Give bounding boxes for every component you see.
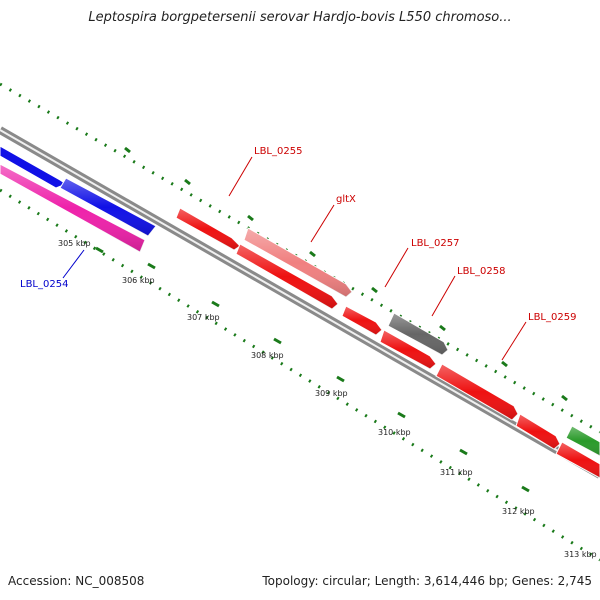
- gene-arrow-gltx[interactable]: [243, 227, 353, 298]
- gene-label-lbl-0259[interactable]: LBL_0259: [528, 312, 576, 323]
- gene-arrow-lbl-0255[interactable]: [175, 207, 241, 251]
- gene-label-lbl-0255[interactable]: LBL_0255: [254, 146, 302, 157]
- gene-arrow-green[interactable]: [565, 425, 600, 457]
- gene-arrow-lbl-0254[interactable]: [0, 145, 157, 237]
- gene-arrow-magenta[interactable]: [0, 163, 146, 253]
- backbone: [0, 126, 600, 479]
- tick-label: 312 kbp: [502, 507, 535, 516]
- tick-label: 305 kbp: [58, 239, 91, 248]
- topology-text: Topology: circular; Length: 3,614,446 bp…: [262, 574, 592, 588]
- gene-arrow-lbl-0257[interactable]: [235, 243, 383, 336]
- gene-label-lbl-0258[interactable]: LBL_0258: [457, 266, 505, 277]
- gene-arrow-lbl-0259[interactable]: [379, 329, 600, 479]
- map-title: Leptospira borgpetersenii serovar Hardjo…: [88, 10, 512, 25]
- tick-label: 308 kbp: [251, 351, 284, 360]
- tick-labels: 305 kbp 306 kbp 307 kbp 308 kbp 309 kbp …: [58, 239, 597, 559]
- gene-arrow-lbl-0258[interactable]: [387, 312, 449, 356]
- inner-ruler: [0, 188, 600, 562]
- tick-label: 311 kbp: [440, 468, 473, 477]
- tick-label: 310 kbp: [378, 428, 411, 437]
- gene-label-lbl-0254[interactable]: LBL_0254: [20, 279, 68, 290]
- tick-label: 307 kbp: [187, 313, 220, 322]
- tick-label: 313 kbp: [564, 550, 597, 559]
- outer-major-ticks: [124, 146, 568, 402]
- gene-label-gltx[interactable]: gltX: [336, 194, 356, 205]
- accession-text: Accession: NC_008508: [8, 574, 145, 588]
- tick-label: 309 kbp: [315, 389, 348, 398]
- ruler-major-ticks: [95, 246, 530, 493]
- gene-label-lbl-0257[interactable]: LBL_0257: [411, 238, 459, 249]
- label-leaders: [62, 156, 527, 361]
- tick-label: 306 kbp: [122, 276, 155, 285]
